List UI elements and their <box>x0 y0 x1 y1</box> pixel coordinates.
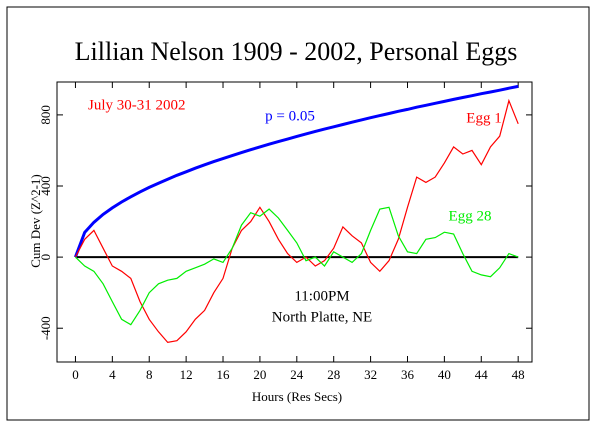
y-tick-label: 0 <box>38 254 53 261</box>
x-tick-label: 12 <box>180 367 193 382</box>
series-line <box>74 98 519 344</box>
x-tick-label: 32 <box>364 367 377 382</box>
series-label: p = 0.05 <box>265 108 315 124</box>
series-line <box>74 206 519 326</box>
x-tick-label: 24 <box>290 367 304 382</box>
x-tick-label: 28 <box>327 367 340 382</box>
x-tick-label: 40 <box>438 367 451 382</box>
annotation: July 30-31 2002 <box>88 97 186 113</box>
x-tick-label: 48 <box>512 367 525 382</box>
x-tick-label: 8 <box>146 367 153 382</box>
series-label: Egg 1 <box>466 110 501 126</box>
y-tick-label: 400 <box>38 176 53 196</box>
annotation: North Platte, NE <box>272 309 372 325</box>
series-line <box>73 84 519 258</box>
outer-frame <box>6 6 590 421</box>
x-tick-label: 36 <box>401 367 415 382</box>
x-tick-label: 44 <box>475 367 489 382</box>
series-label: Egg 28 <box>449 208 492 224</box>
chart-title: Lillian Nelson 1909 - 2002, Personal Egg… <box>75 37 518 66</box>
x-tick-label: 4 <box>109 367 116 382</box>
annotation: 11:00PM <box>294 288 349 304</box>
x-tick-label: 20 <box>253 367 266 382</box>
y-tick-label: 800 <box>38 105 53 125</box>
x-tick-label: 16 <box>217 367 231 382</box>
y-tick-label: -400 <box>38 316 53 340</box>
y-axis-label: Cum Dev (Z^2-1) <box>28 174 43 267</box>
plot-frame <box>56 81 533 363</box>
x-tick-label: 0 <box>72 367 79 382</box>
x-axis-label: Hours (Res Secs) <box>252 389 342 404</box>
